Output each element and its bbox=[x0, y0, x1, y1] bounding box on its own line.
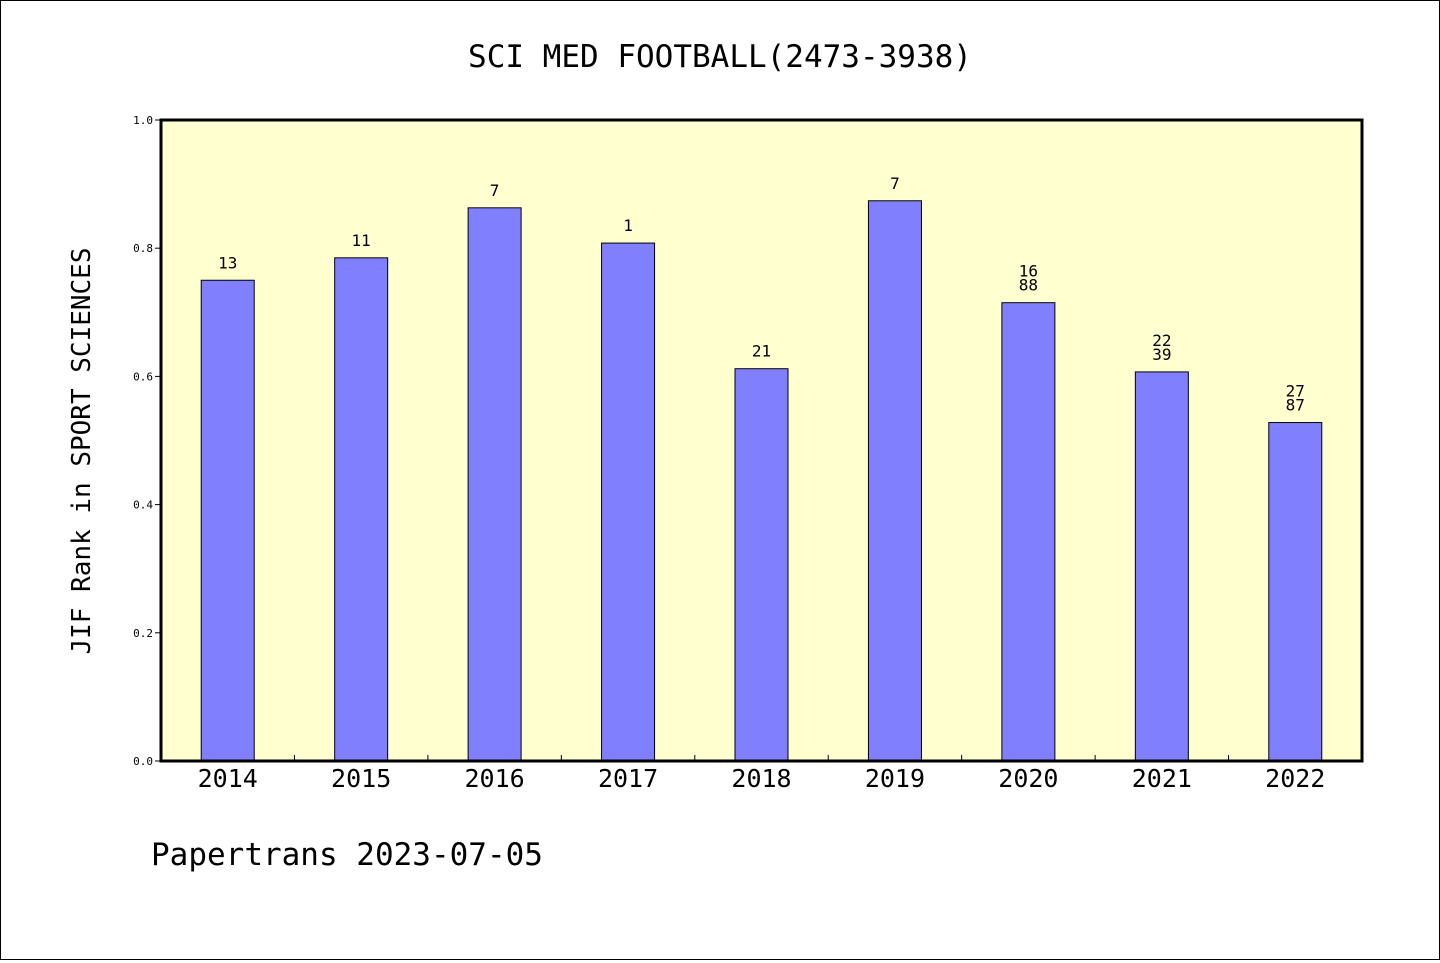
x-tick-label: 2019 bbox=[865, 764, 925, 793]
x-tick-label: 2014 bbox=[198, 764, 258, 793]
y-axis-label: JIF Rank in SPORT SCIENCES bbox=[67, 248, 97, 655]
data-label: 11 bbox=[352, 231, 371, 250]
x-tick-label: 2016 bbox=[465, 764, 525, 793]
x-tick-label: 2015 bbox=[331, 764, 391, 793]
bar-2015 bbox=[334, 257, 389, 762]
bar-2019 bbox=[867, 200, 922, 762]
x-tick-label: 2022 bbox=[1265, 764, 1325, 793]
x-tick-label: 2020 bbox=[998, 764, 1058, 793]
plot-border bbox=[159, 118, 1364, 763]
y-tick-label: 0.0 bbox=[133, 755, 153, 768]
y-tick-label: 0.4 bbox=[133, 499, 153, 512]
data-label: 16 bbox=[1019, 262, 1038, 281]
bar-2022 bbox=[1268, 422, 1323, 762]
bar-2017 bbox=[601, 242, 656, 762]
bar-2014 bbox=[200, 279, 255, 762]
bar-2016 bbox=[467, 207, 522, 762]
data-label: 7 bbox=[890, 174, 900, 193]
x-tick-label: 2021 bbox=[1132, 764, 1192, 793]
x-tick-label: 2018 bbox=[731, 764, 791, 793]
data-label: 87 bbox=[1286, 396, 1305, 415]
data-label: 13 bbox=[218, 253, 237, 272]
data-label: 27 bbox=[1286, 382, 1305, 401]
y-tick-label: 0.6 bbox=[133, 370, 153, 383]
chart-title: SCI MED FOOTBALL(2473-3938) bbox=[468, 39, 972, 75]
data-label: 88 bbox=[1019, 276, 1038, 295]
y-tick-label: 0.2 bbox=[133, 627, 153, 640]
data-label: 21 bbox=[752, 342, 771, 361]
y-tick-label: 1.0 bbox=[133, 114, 153, 127]
data-label: 7 bbox=[490, 181, 500, 200]
data-label: 1 bbox=[623, 216, 633, 235]
x-tick-label: 2017 bbox=[598, 764, 658, 793]
bar-2018 bbox=[734, 368, 789, 762]
bar-2021 bbox=[1134, 371, 1189, 762]
data-label: 22 bbox=[1152, 331, 1171, 350]
bar-2020 bbox=[1001, 302, 1056, 762]
y-tick-label: 0.8 bbox=[133, 242, 153, 255]
data-label: 39 bbox=[1152, 345, 1171, 364]
footer-text: Papertrans 2023-07-05 bbox=[151, 837, 543, 873]
